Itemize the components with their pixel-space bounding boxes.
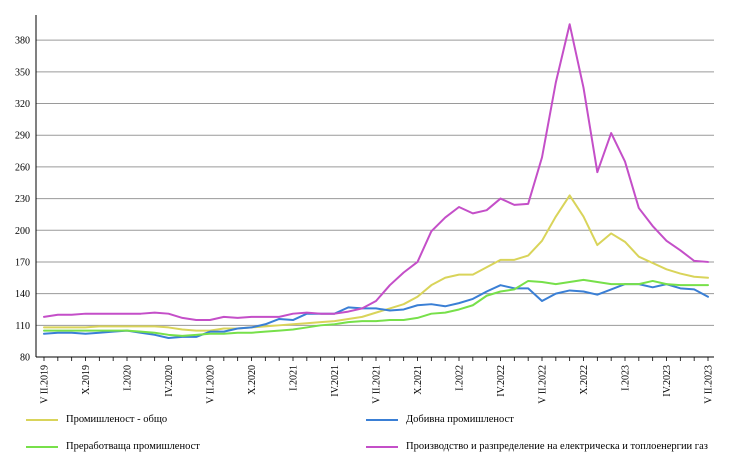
y-tick-label: 260 — [15, 162, 30, 173]
x-tick-label: I.2023 — [621, 365, 632, 391]
series-line-0 — [43, 194, 709, 332]
axes — [35, 15, 714, 361]
y-tick-label: 320 — [15, 99, 30, 110]
x-tick-label: V II.2023 — [704, 365, 715, 404]
x-tick-label: IV.2021 — [330, 365, 341, 397]
x-tick-label: V II.2019 — [40, 365, 51, 404]
x-tick-label: V II.2021 — [372, 365, 383, 404]
x-tick-label: IV.2020 — [164, 365, 175, 397]
x-tick-label: I.2022 — [455, 365, 466, 391]
x-tick-label: IV.2022 — [496, 365, 507, 397]
x-tick-label: V II.2022 — [538, 365, 549, 404]
x-tick-labels: V II.2019 X.2019 I.2020 IV.2020 V II.2020 X.2… — [40, 365, 715, 404]
y-tick-label: 80 — [20, 353, 30, 364]
series-line-3 — [43, 23, 709, 322]
y-tick-labels: 80 110 140 170 200 230 260 290 320 350 380 — [15, 36, 30, 364]
y-tick-label: 170 — [15, 257, 30, 268]
x-tick-label: IV.2023 — [662, 365, 673, 397]
y-tick-label: 200 — [15, 226, 30, 237]
series-lines — [43, 23, 709, 339]
x-tick-label: X.2022 — [579, 365, 590, 395]
gridlines — [36, 39, 714, 326]
y-tick-label: 140 — [15, 289, 30, 300]
x-tick-label: V II.2020 — [206, 365, 217, 404]
x-tick-label: I.2020 — [123, 365, 134, 391]
x-tick-label: X.2019 — [81, 365, 92, 395]
y-tick-label: 110 — [15, 321, 30, 332]
series-line-1 — [43, 283, 709, 339]
y-tick-label: 230 — [15, 194, 30, 205]
y-tick-label: 290 — [15, 131, 30, 142]
x-tick-label: I.2021 — [289, 365, 300, 391]
x-tick-label: X.2021 — [413, 365, 424, 395]
series-line-2 — [43, 278, 709, 337]
x-tick-label: X.2020 — [247, 365, 258, 395]
y-tick-label: 350 — [15, 67, 30, 78]
y-tick-label: 380 — [15, 36, 30, 47]
